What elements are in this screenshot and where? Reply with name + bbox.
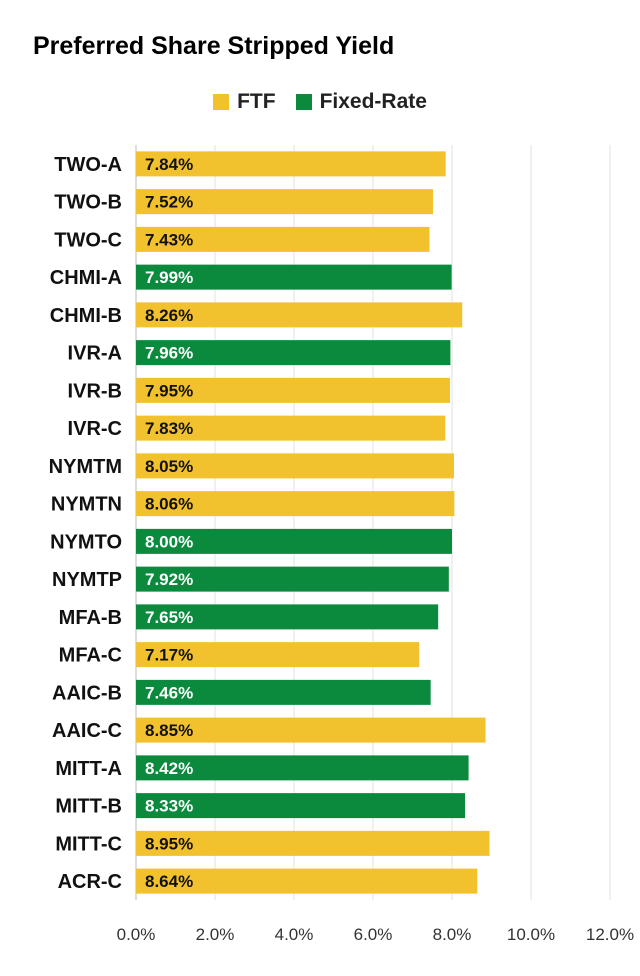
data-label: 8.64% [145, 872, 193, 891]
data-label: 8.42% [145, 759, 193, 778]
data-label: 7.95% [145, 381, 193, 400]
x-tick-label: 2.0% [196, 925, 235, 944]
legend-item-ftf: FTF [213, 90, 276, 114]
category-label: TWO-B [54, 192, 122, 214]
category-label: AAIC-C [52, 720, 122, 742]
data-label: 8.05% [145, 457, 193, 476]
data-label: 8.95% [145, 834, 193, 853]
category-label: CHMI-A [50, 267, 122, 289]
legend-item-fixed-rate: Fixed-Rate [295, 90, 427, 114]
bar [136, 830, 490, 856]
category-label: MITT-B [55, 796, 122, 818]
x-tick-label: 8.0% [433, 925, 472, 944]
bar [136, 604, 439, 630]
bar [136, 755, 469, 781]
bar [136, 302, 463, 328]
bar [136, 642, 420, 668]
category-label: IVR-B [68, 380, 122, 402]
data-label: 8.33% [145, 797, 193, 816]
data-label: 7.46% [145, 683, 193, 702]
category-label: NYMTN [51, 494, 122, 516]
data-label: 8.00% [145, 532, 193, 551]
bar [136, 453, 454, 479]
category-label: CHMI-B [50, 305, 122, 327]
bar [136, 189, 434, 215]
legend-swatch-fixed-rate [295, 94, 312, 110]
category-label: MFA-B [59, 607, 122, 629]
category-label: AAIC-B [52, 682, 122, 704]
bar [136, 340, 451, 366]
data-label: 7.52% [145, 193, 193, 212]
bar [136, 415, 446, 441]
bar [136, 226, 430, 252]
data-label: 7.96% [145, 344, 193, 363]
data-label: 7.99% [145, 268, 193, 287]
bar [136, 151, 446, 177]
category-label: NYMTO [50, 531, 122, 553]
category-label: IVR-C [68, 418, 122, 440]
category-label: MFA-C [59, 645, 122, 667]
chart-legend: FTF Fixed-Rate [0, 90, 640, 114]
chart-title: Preferred Share Stripped Yield [33, 32, 395, 60]
bar [136, 377, 451, 403]
data-label: 7.17% [145, 646, 193, 665]
bar [136, 528, 452, 554]
x-tick-label: 12.0% [586, 925, 634, 944]
legend-label-fixed-rate: Fixed-Rate [319, 90, 427, 113]
data-label: 8.85% [145, 721, 193, 740]
data-label: 7.92% [145, 570, 193, 589]
data-label: 7.65% [145, 608, 193, 627]
x-tick-label: 6.0% [354, 925, 393, 944]
category-label: TWO-A [54, 154, 122, 176]
bar [136, 491, 455, 517]
bar [136, 264, 452, 290]
category-label: ACR-C [58, 871, 122, 893]
data-label: 8.26% [145, 306, 193, 325]
legend-label-ftf: FTF [237, 90, 276, 113]
data-label: 7.84% [145, 155, 193, 174]
category-label: TWO-C [54, 229, 122, 251]
x-tick-label: 10.0% [507, 925, 555, 944]
data-label: 7.43% [145, 230, 193, 249]
category-label: NYMTP [52, 569, 122, 591]
legend-swatch-ftf [213, 94, 230, 110]
bar [136, 679, 431, 705]
category-label: NYMTM [49, 456, 122, 478]
bar [136, 868, 478, 894]
x-tick-label: 4.0% [275, 925, 314, 944]
category-label: MITT-A [55, 758, 122, 780]
data-label: 8.06% [145, 495, 193, 514]
bar [136, 717, 486, 743]
category-label: IVR-A [68, 343, 122, 365]
category-label: MITT-C [55, 833, 122, 855]
bar [136, 793, 466, 819]
x-tick-label: 0.0% [117, 925, 156, 944]
data-label: 7.83% [145, 419, 193, 438]
bar [136, 566, 449, 592]
